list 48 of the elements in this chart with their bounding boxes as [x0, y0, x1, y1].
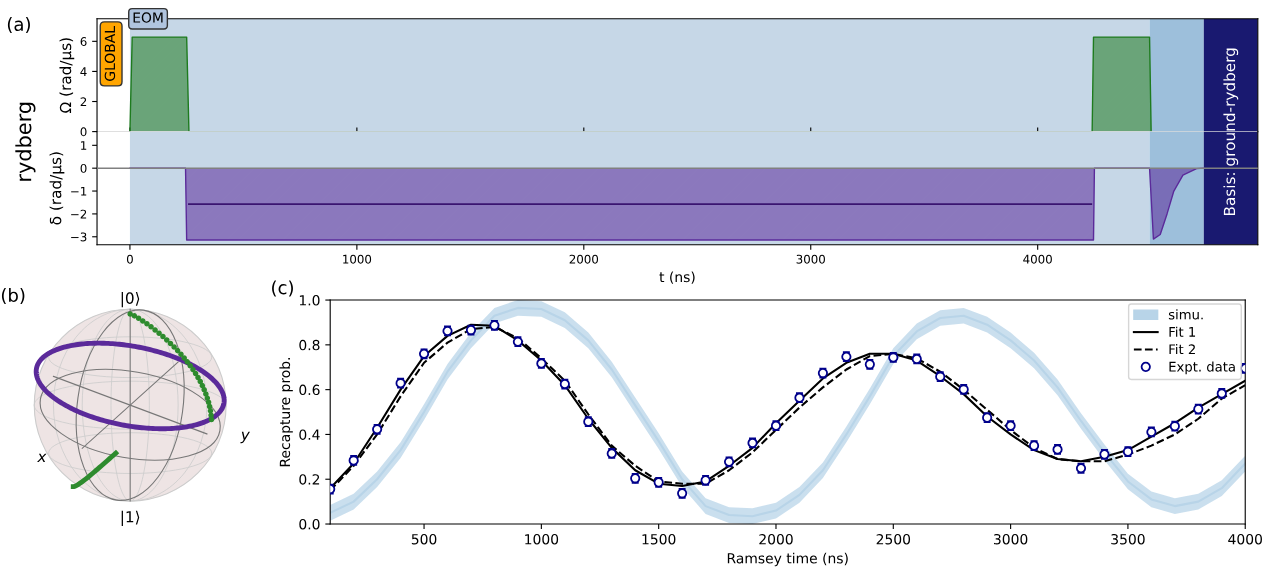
x-tick-label: 0: [126, 254, 133, 264]
legend-label: Expt. data: [1169, 361, 1235, 375]
text: (a): [7, 17, 30, 34]
x-tick-label: 3000: [994, 533, 1028, 545]
text: y: [240, 431, 250, 444]
x-tick-label: 500: [411, 533, 437, 545]
y-tick-label: 6: [80, 37, 87, 46]
y-axis-title: δ (rad/µs): [49, 152, 65, 225]
y-tick-label: −1: [71, 186, 87, 196]
y-tick-label: 0.2: [299, 474, 320, 485]
text: |0⟩: [121, 292, 140, 308]
y-tick-label: 0.0: [299, 518, 320, 530]
y-tick-label: 0.6: [299, 384, 320, 396]
text: (c): [272, 280, 293, 297]
y-tick-label: 2: [80, 97, 87, 106]
text: |1⟩: [121, 510, 140, 526]
band-label: EOM: [133, 12, 163, 23]
text: x: [37, 453, 47, 463]
x-tick-label: 2500: [876, 533, 911, 545]
text: (b): [1, 288, 25, 305]
y-tick-label: −3: [71, 232, 87, 242]
legend-label: Fit 2: [1169, 344, 1195, 355]
x-tick-label: 1000: [525, 533, 559, 545]
x-tick-label: 4000: [1023, 254, 1052, 264]
y-tick-label: −2: [71, 209, 87, 219]
text: rydberg: [15, 102, 36, 181]
x-tick-label: 3500: [1111, 533, 1145, 545]
y-tick-label: 1.0: [299, 295, 320, 306]
y-axis-title: Recapture prob.: [279, 358, 293, 467]
annotation: GLOBAL: [104, 26, 116, 81]
y-tick-label: 0: [80, 127, 87, 137]
x-tick-label: 1500: [642, 533, 676, 545]
x-axis-title: Ramsey time (ns): [727, 552, 848, 567]
y-tick-label: 4: [80, 67, 87, 76]
y-tick-label: 0.4: [299, 429, 320, 440]
y-tick-label: 0.8: [299, 339, 320, 351]
x-tick-label: 4000: [1228, 533, 1262, 545]
y-tick-label: 1: [81, 141, 87, 150]
x-tick-label: 1000: [343, 254, 372, 264]
band-label: Basis: ground-rydberg: [1223, 48, 1239, 216]
legend-label: Fit 1: [1169, 326, 1196, 337]
x-tick-label: 2000: [759, 533, 793, 545]
legend-label: simu.: [1168, 309, 1203, 320]
y-axis-title: Ω (rad/µs): [59, 38, 75, 113]
x-tick-label: 3000: [796, 254, 825, 264]
y-tick-label: 0: [80, 163, 87, 173]
x-tick-label: 2000: [569, 254, 599, 264]
x-axis-title: t (ns): [659, 271, 695, 284]
